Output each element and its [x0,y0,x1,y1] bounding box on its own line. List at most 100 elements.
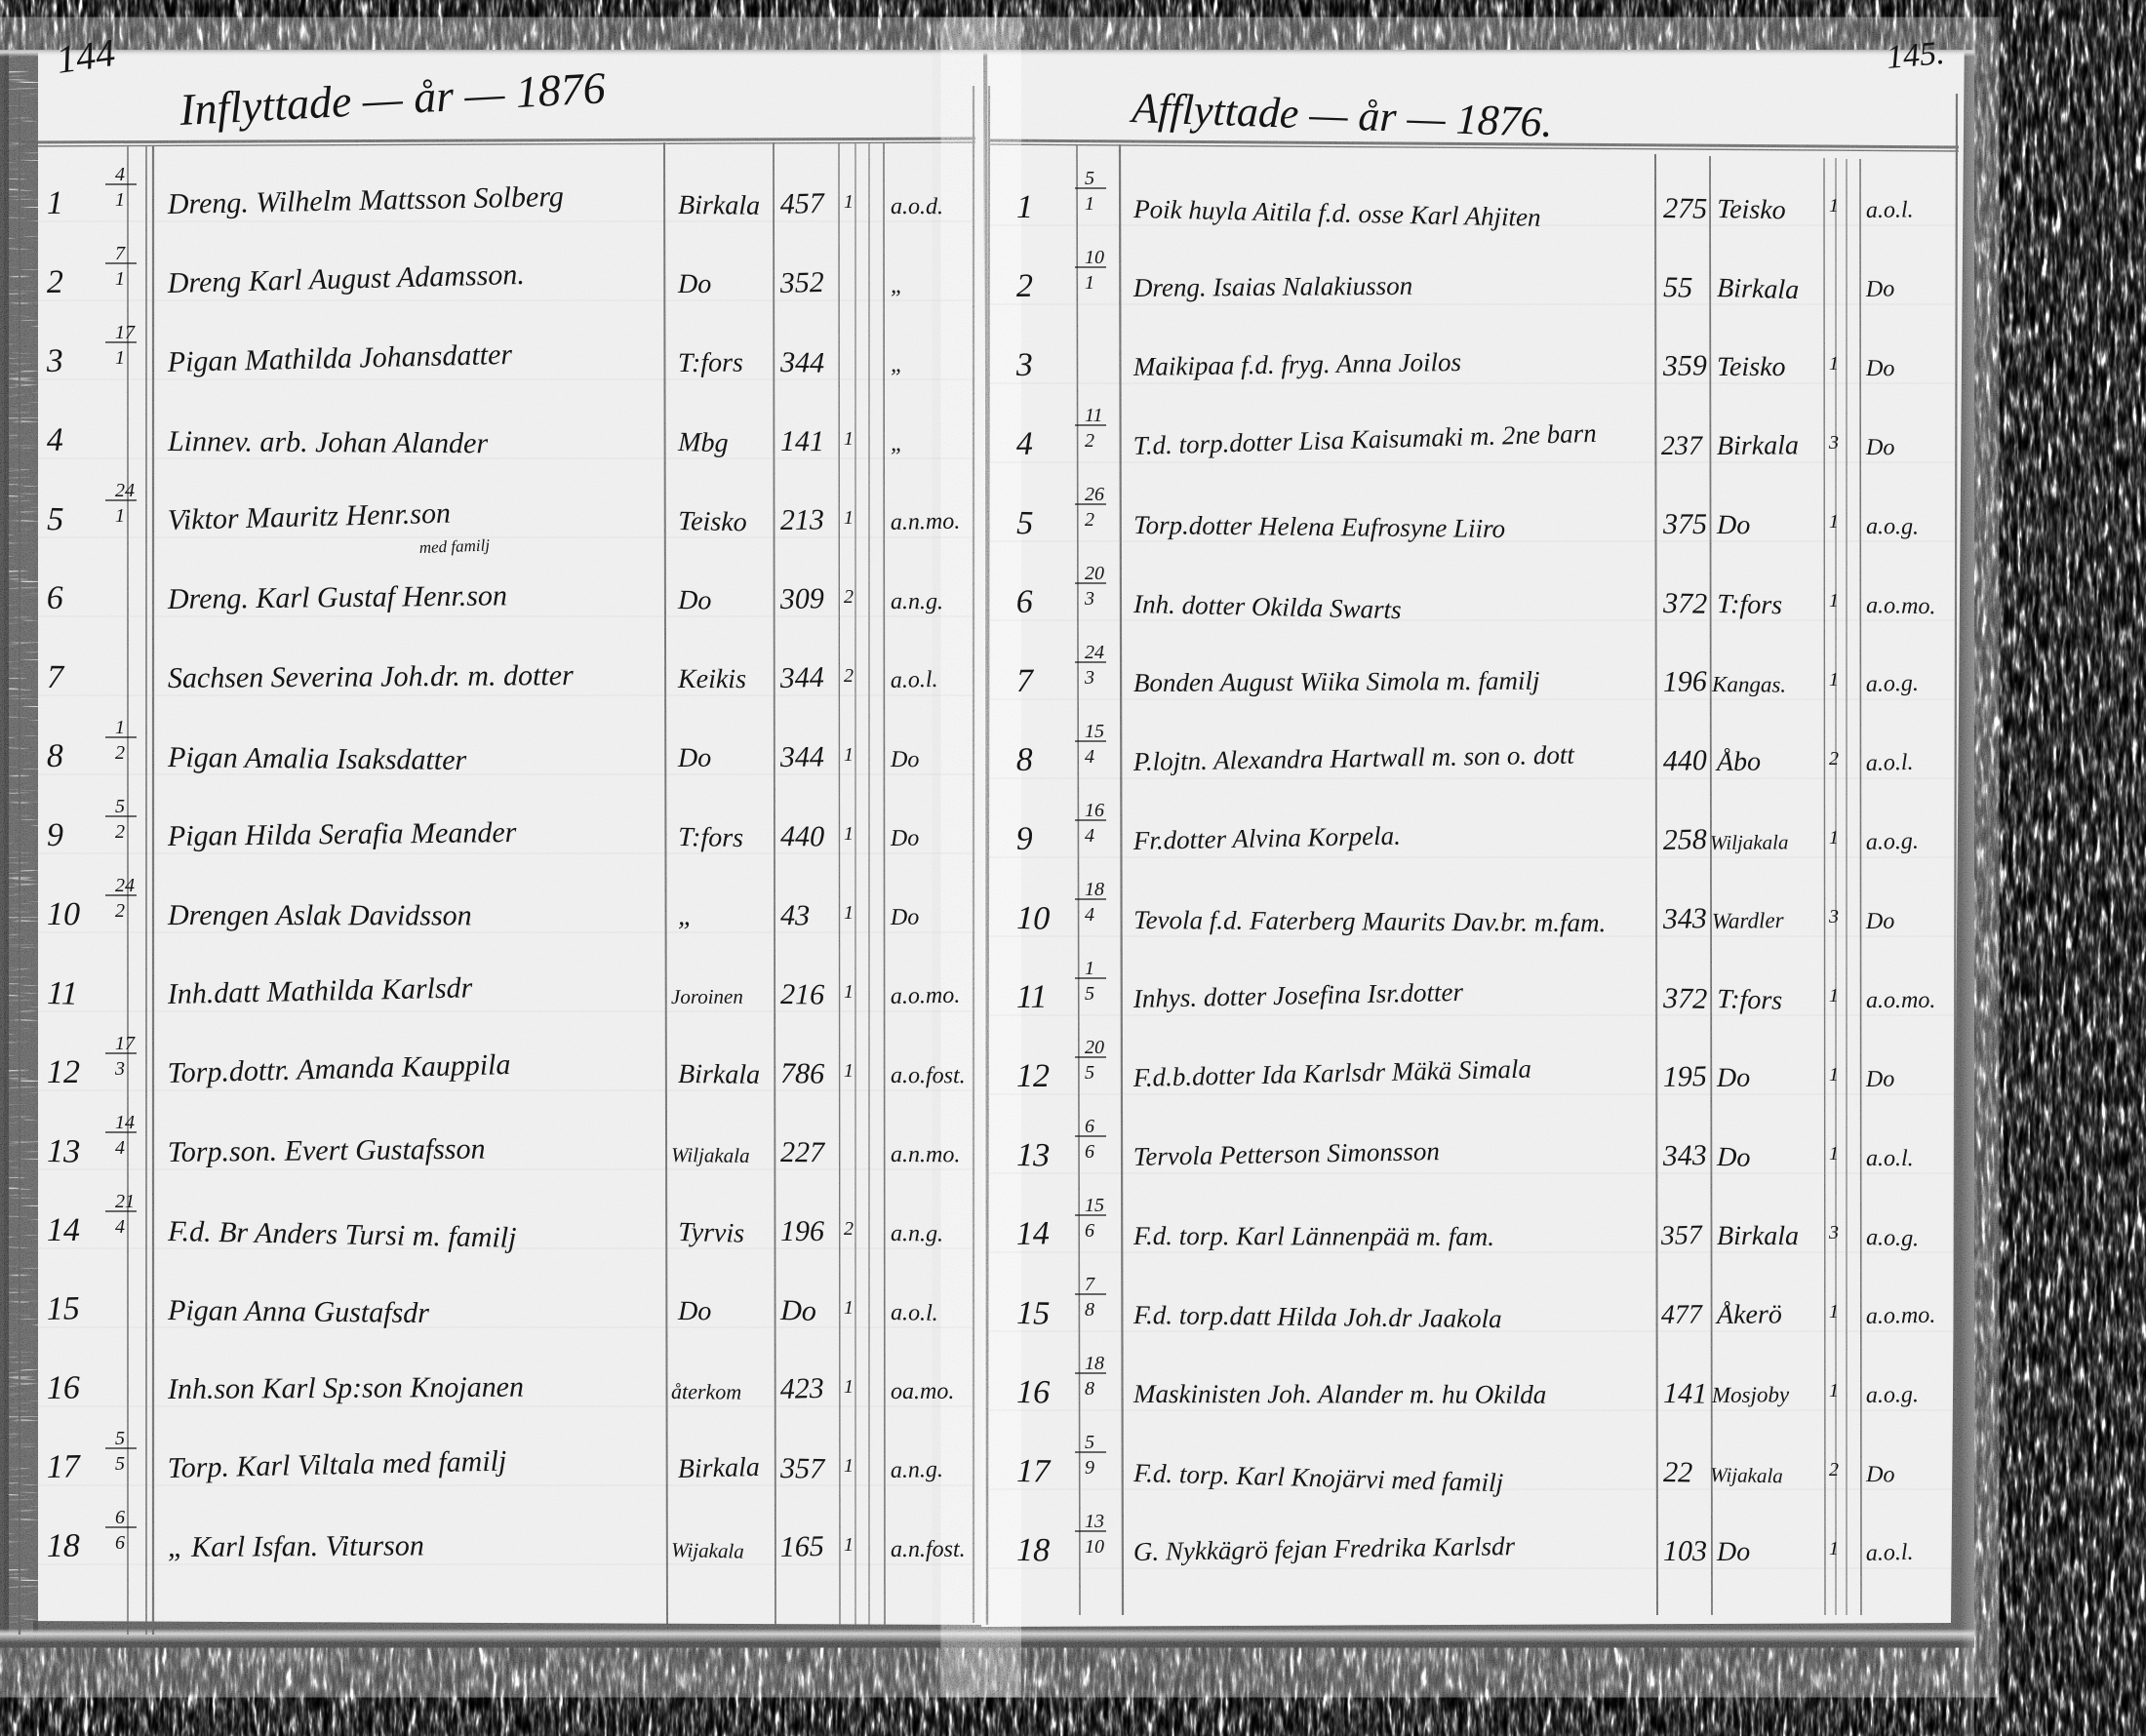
svg-text:1: 1 [1829,1064,1839,1085]
svg-text:13: 13 [1085,1511,1104,1532]
svg-text:15: 15 [1085,1195,1104,1216]
svg-text:344: 344 [779,346,825,379]
svg-text:Pigan Anna Gustafsdr: Pigan Anna Gustafsdr [167,1294,429,1329]
svg-text:Bonden August Wiika Simola m.: Bonden August Wiika Simola m. familj [1133,666,1540,697]
svg-text:5: 5 [115,796,125,817]
svg-text:3: 3 [1014,347,1033,383]
svg-text:144: 144 [54,30,118,82]
svg-text:Drengen Aslak Davidsson: Drengen Aslak Davidsson [167,899,472,931]
svg-text:Tyrvis: Tyrvis [678,1217,745,1249]
svg-text:Linnev. arb. Johan Alander: Linnev. arb. Johan Alander [167,425,489,459]
svg-text:1: 1 [844,1455,854,1477]
svg-text:4: 4 [115,164,125,185]
svg-text:Mosjoby: Mosjoby [1711,1382,1790,1407]
svg-text:F.d. torp. Karl Lännenpää m. f: F.d. torp. Karl Lännenpää m. fam. [1133,1221,1494,1251]
svg-text:2: 2 [1085,430,1094,452]
svg-text:7: 7 [1016,663,1035,699]
svg-text:17: 17 [1016,1453,1053,1490]
svg-text:15: 15 [46,1290,80,1327]
svg-text:2: 2 [844,586,854,608]
svg-text:7: 7 [115,243,126,264]
svg-text:141: 141 [780,425,824,457]
svg-text:Do: Do [677,269,711,299]
svg-text:Teisko: Teisko [1717,352,1786,382]
svg-text:3: 3 [1828,906,1839,927]
svg-text:Maikipaa f.d. fryg. Anna Joilo: Maikipaa f.d. fryg. Anna Joilos [1133,347,1462,381]
svg-text:359: 359 [1662,349,1707,382]
svg-text:Do: Do [1865,276,1895,302]
svg-text:a.o.l.: a.o.l. [891,1300,938,1326]
svg-text:3: 3 [45,343,63,379]
svg-text:a.o.g.: a.o.g. [1866,1225,1920,1251]
svg-text:Dreng. Karl Gustaf Henr.son: Dreng. Karl Gustaf Henr.son [167,579,507,615]
svg-text:1: 1 [1829,1301,1839,1322]
svg-text:5: 5 [1016,505,1034,541]
svg-text:Tervola Petterson Simonsson: Tervola Petterson Simonsson [1133,1136,1441,1171]
svg-text:457: 457 [779,187,826,220]
svg-text:10: 10 [47,896,80,932]
svg-text:4: 4 [1085,825,1094,847]
svg-text:återkom: återkom [671,1379,741,1404]
svg-text:3: 3 [1828,432,1839,454]
svg-text:a.n.g.: a.n.g. [891,1221,943,1246]
svg-text:a.n.g.: a.n.g. [891,589,943,614]
svg-text:„: „ [891,273,903,298]
svg-text:423: 423 [779,1372,824,1405]
svg-text:17: 17 [115,322,136,343]
svg-text:3: 3 [1828,1222,1839,1243]
svg-text:1: 1 [844,191,854,213]
svg-text:6: 6 [1085,1141,1094,1163]
svg-text:Do: Do [890,747,919,772]
svg-text:1: 1 [115,505,125,527]
svg-text:2: 2 [1829,748,1839,769]
svg-text:18: 18 [1016,1532,1050,1568]
svg-text:196: 196 [1662,665,1707,698]
svg-text:10: 10 [1016,900,1051,937]
svg-text:14: 14 [1015,1215,1050,1252]
svg-text:a.o.d.: a.o.d. [891,194,943,219]
svg-text:16: 16 [47,1370,80,1406]
svg-text:2: 2 [1016,268,1033,304]
svg-text:1: 1 [115,717,125,738]
svg-text:1: 1 [844,507,854,529]
svg-text:T:fors: T:fors [678,348,743,378]
svg-text:141: 141 [1663,1377,1708,1410]
svg-text:Maskinisten Joh. Alander m. hu: Maskinisten Joh. Alander m. hu Okilda [1133,1379,1546,1409]
svg-text:a.o.l.: a.o.l. [1866,1146,1914,1171]
svg-text:357: 357 [779,1452,826,1485]
svg-text:2: 2 [844,1218,854,1240]
svg-text:343: 343 [1661,902,1707,935]
svg-text:227: 227 [780,1136,826,1168]
svg-text:9: 9 [1015,821,1033,857]
svg-text:1: 1 [115,347,125,369]
svg-text:Teisko: Teisko [678,506,747,537]
svg-text:„: „ [891,352,904,377]
svg-text:22: 22 [1663,1456,1693,1489]
svg-text:Birkala: Birkala [677,1452,760,1484]
svg-text:6: 6 [115,1532,125,1554]
svg-text:Do: Do [1865,1067,1895,1092]
svg-text:Joroinen: Joroinen [671,985,743,1008]
svg-text:16: 16 [1085,800,1104,821]
svg-text:a.o.g.: a.o.g. [1866,1382,1919,1408]
svg-text:a.o.l.: a.o.l. [1866,750,1914,776]
svg-text:165: 165 [779,1530,824,1563]
svg-text:Inh. dotter Okilda Swarts: Inh. dotter Okilda Swarts [1133,589,1402,624]
svg-text:Åbo: Åbo [1715,747,1761,777]
svg-text:5: 5 [1085,168,1094,189]
svg-text:1: 1 [1829,195,1839,217]
svg-text:a.o.g.: a.o.g. [1866,671,1920,697]
svg-text:1: 1 [844,1534,854,1556]
svg-text:a.o.mo.: a.o.mo. [891,983,961,1009]
svg-text:1: 1 [1829,353,1839,375]
svg-text:1: 1 [844,428,854,450]
svg-text:1: 1 [1829,669,1839,690]
svg-text:1: 1 [1829,1538,1839,1559]
svg-text:Birkala: Birkala [1717,1221,1799,1251]
svg-text:11: 11 [1016,979,1048,1015]
svg-text:oa.mo.: oa.mo. [891,1379,954,1404]
svg-text:18: 18 [47,1528,81,1564]
svg-text:1: 1 [1829,985,1839,1006]
svg-text:14: 14 [47,1212,80,1248]
svg-text:4: 4 [1085,746,1094,768]
